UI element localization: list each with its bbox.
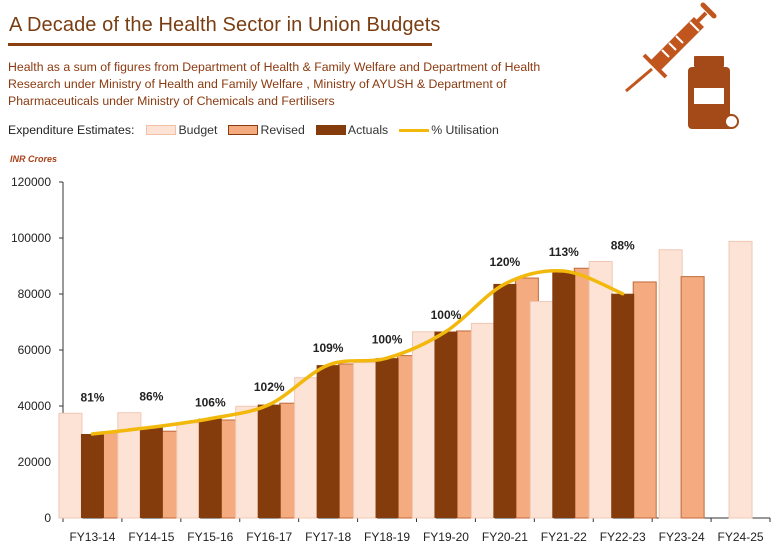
y-tick-label: 80000 bbox=[18, 287, 52, 301]
bar-actuals bbox=[80, 434, 104, 518]
icons-group bbox=[625, 2, 739, 129]
x-tick-label: FY16-17 bbox=[246, 530, 292, 544]
bar-budget bbox=[728, 240, 753, 519]
title-underline bbox=[8, 43, 432, 46]
utilisation-labels: 81% 86% 106% 102% 109% 100% 100% 120% 113% 88% bbox=[80, 239, 635, 410]
bar-actuals bbox=[375, 358, 399, 518]
bar-actuals bbox=[611, 293, 635, 518]
y-tick-label: 120000 bbox=[11, 175, 51, 189]
utilisation-line-path bbox=[90, 268, 625, 436]
x-tick-label: FY13-14 bbox=[69, 530, 115, 544]
utilisation-label: 100% bbox=[372, 333, 403, 347]
legend-swatch-utilisation bbox=[399, 129, 430, 132]
utilisation-label: 81% bbox=[80, 390, 104, 404]
legend-text-budget: Budget bbox=[178, 123, 218, 137]
legend-item-budget: Budget bbox=[146, 123, 217, 137]
y-tick-label: 0 bbox=[44, 511, 51, 525]
x-tick-label: FY17-18 bbox=[305, 530, 351, 544]
x-tick-label: FY14-15 bbox=[128, 530, 174, 544]
bar-budget bbox=[235, 405, 260, 519]
x-tick-label: FY22-23 bbox=[600, 530, 646, 544]
utilisation-label: 106% bbox=[195, 396, 226, 410]
bar-actuals bbox=[552, 271, 576, 518]
chart-title: A Decade of the Health Sector in Union B… bbox=[9, 14, 441, 36]
x-tick-label: FY15-16 bbox=[187, 530, 233, 544]
bar-actuals bbox=[493, 283, 517, 518]
legend-text-utilisation: % Utilisation bbox=[431, 123, 499, 137]
x-tick-label: FY18-19 bbox=[364, 530, 410, 544]
utilisation-label: 120% bbox=[490, 255, 521, 269]
x-tick-label: FY24-25 bbox=[718, 530, 764, 544]
bars bbox=[58, 240, 753, 519]
utilisation-label: 86% bbox=[139, 390, 163, 404]
legend-item-utilisation: % Utilisation bbox=[399, 123, 499, 137]
bar-budget bbox=[658, 249, 683, 519]
legend-item-actuals: Actuals bbox=[315, 123, 389, 137]
bar-budget bbox=[353, 362, 378, 519]
bar-budget bbox=[176, 422, 201, 519]
y-tick-label: 100000 bbox=[11, 231, 51, 245]
y-tick-label: 40000 bbox=[18, 399, 52, 413]
utilisation-label: 113% bbox=[549, 245, 579, 259]
medicine-bottle-icon bbox=[688, 56, 739, 129]
bar-budget bbox=[529, 301, 554, 519]
x-tick-label: FY20-21 bbox=[482, 530, 528, 544]
legend-text-actuals: Actuals bbox=[347, 123, 389, 137]
legend-text-revised: Revised bbox=[260, 123, 305, 137]
utilisation-label: 109% bbox=[313, 341, 344, 355]
utilisation-label: 88% bbox=[611, 239, 635, 253]
bar-actuals bbox=[316, 365, 340, 518]
bar-budget bbox=[588, 261, 613, 519]
bar-budget bbox=[294, 377, 319, 519]
y-tick-label: 60000 bbox=[18, 343, 52, 357]
utilisation-label: 100% bbox=[431, 308, 462, 322]
syringe-icon bbox=[625, 2, 717, 93]
x-tick-label: FY21-22 bbox=[541, 530, 587, 544]
utilisation-label: 102% bbox=[254, 380, 285, 394]
bar-actuals bbox=[198, 418, 222, 518]
legend-swatch-actuals bbox=[315, 125, 346, 135]
bar-budget bbox=[470, 322, 495, 519]
y-tick-label: 20000 bbox=[18, 455, 52, 469]
legend-item-revised: Revised bbox=[228, 123, 305, 137]
bar-revised bbox=[680, 276, 705, 519]
bar-actuals bbox=[139, 427, 163, 518]
legend-swatch-budget bbox=[146, 125, 177, 135]
chart-subtitle: Health as a sum of figures from Departme… bbox=[8, 60, 541, 108]
x-tick-label: FY19-20 bbox=[423, 530, 469, 544]
bar-actuals bbox=[257, 404, 281, 518]
legend-label: Expenditure Estimates: bbox=[8, 123, 135, 137]
tick-labels: 0 20000 40000 60000 80000 100000 120000 FY13-14… bbox=[11, 175, 764, 544]
x-tick-label: FY23-24 bbox=[659, 530, 705, 544]
bar-budget bbox=[411, 331, 436, 519]
legend: Expenditure Estimates: Budget Revised Ac… bbox=[8, 122, 510, 138]
bar-actuals bbox=[434, 331, 458, 518]
legend-swatch-revised bbox=[228, 125, 259, 135]
bar-budget bbox=[58, 412, 83, 519]
utilisation-line bbox=[90, 268, 625, 436]
unit-label: INR Crores bbox=[10, 154, 58, 164]
bar-revised bbox=[632, 281, 657, 519]
